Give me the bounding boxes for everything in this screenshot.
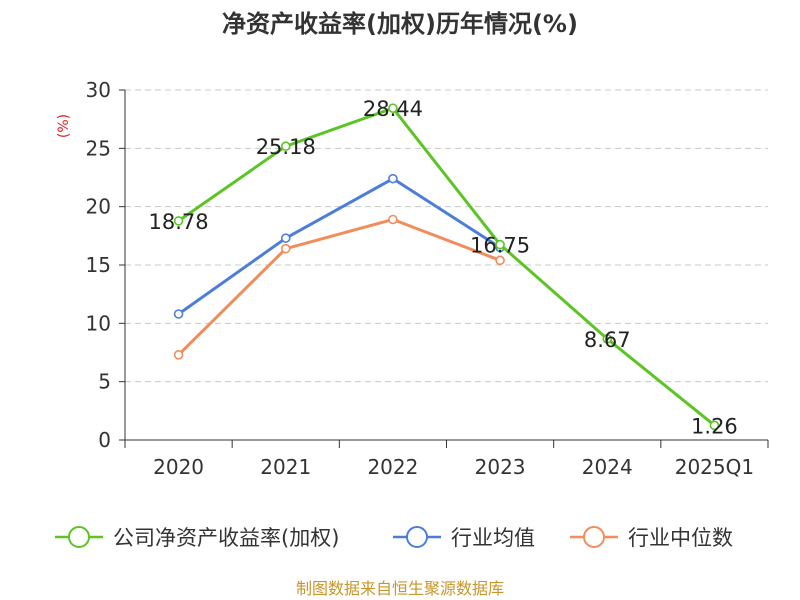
legend-label: 行业均值 [451,526,535,550]
data-point [173,350,184,360]
y-tick-label: 0 [98,428,111,452]
data-point [495,239,505,250]
legend-marker [68,526,90,548]
y-tick-label: 15 [86,253,111,277]
x-tick-label: 2022 [367,455,418,479]
legend-marker [583,526,605,548]
data-label: 1.26 [691,414,738,438]
legend: 公司净资产收益率(加权) 行业均值 行业中位数 [55,526,733,550]
legend-label: 公司净资产收益率(加权) [113,526,339,550]
x-tick-label: 2020 [153,455,204,479]
series-line [177,218,502,357]
data-point [602,334,613,344]
legend-label: 行业中位数 [628,526,733,550]
data-labels: 18.78 25.18 28.44 16.75 8.67 1.26 [149,97,738,438]
x-tick-label: 2024 [582,455,633,479]
y-tick-label: 10 [86,311,111,335]
data-point [388,214,398,225]
y-tick-label: 20 [86,195,111,219]
chart-title: 净资产收益率(加权)历年情况(%) [222,10,578,38]
y-axis-unit-label: (%) [56,114,72,138]
y-axis: 0 5 10 15 20 25 30 [86,78,126,452]
data-point [173,216,184,226]
data-point [495,255,505,266]
series-lines [173,103,720,431]
data-point [280,243,291,254]
data-label: 28.44 [363,97,423,121]
data-label: 8.67 [584,328,631,352]
grid-lines [125,89,768,383]
y-tick-label: 25 [86,136,111,160]
series-line [177,177,502,316]
data-point [280,141,291,152]
data-point [388,173,398,184]
y-tick-label: 5 [98,370,111,394]
data-point [280,233,291,243]
x-axis: 2020 2021 2022 2023 2024 2025Q1 [124,439,769,479]
legend-marker [406,526,428,548]
y-tick-label: 30 [86,78,111,102]
series-line [177,106,716,427]
data-label: 25.18 [256,135,316,159]
source-note: 制图数据来自恒生聚源数据库 [296,579,504,598]
data-point [709,420,720,431]
x-tick-label: 2023 [475,455,526,479]
data-point [173,309,184,319]
data-label: 16.75 [470,234,530,258]
data-label: 18.78 [149,210,209,234]
x-tick-label: 2021 [260,455,311,479]
x-tick-label: 2025Q1 [675,455,754,479]
data-point [388,103,398,113]
